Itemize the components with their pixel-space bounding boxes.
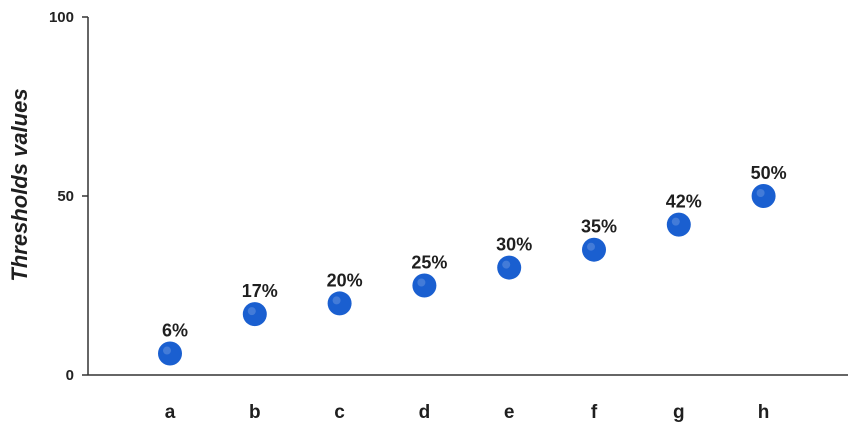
data-label: 35% — [581, 217, 617, 237]
data-point — [666, 212, 691, 237]
data-label: 6% — [162, 321, 188, 341]
data-point — [242, 302, 267, 327]
data-point — [158, 341, 182, 366]
data-label: 30% — [496, 235, 532, 255]
data-point-highlight — [671, 217, 680, 226]
axes — [87, 17, 848, 376]
data-point — [497, 255, 522, 280]
data-point-highlight — [163, 346, 171, 355]
y-tick-label: 100 — [49, 9, 74, 26]
data-point — [582, 237, 606, 262]
data-label: 20% — [327, 270, 363, 290]
y-axis-title: Thresholds values — [7, 88, 32, 281]
x-category-labels: a b c d e f g h — [165, 402, 770, 423]
x-category-label: b — [249, 402, 261, 423]
data-label: 25% — [411, 253, 447, 273]
x-category-label: h — [758, 402, 770, 423]
x-category-label: d — [419, 402, 431, 423]
data-label: 50% — [751, 163, 787, 183]
data-point-highlight — [502, 260, 511, 269]
y-ticks: 0 50 100 — [49, 9, 88, 384]
x-category-label: a — [165, 402, 176, 423]
x-category-label: c — [334, 402, 345, 423]
data-label: 17% — [242, 281, 278, 301]
data-point-highlight — [587, 242, 595, 251]
data-point — [751, 184, 776, 208]
data-points — [158, 184, 776, 366]
data-point — [412, 273, 437, 298]
x-category-label: f — [591, 402, 598, 423]
x-category-label: e — [504, 402, 515, 423]
data-label: 42% — [666, 192, 702, 212]
data-labels: 6% 17% 20% 25% 30% 35% 42% 50% — [162, 163, 787, 341]
data-point-highlight — [417, 278, 426, 287]
y-tick-label: 50 — [57, 188, 74, 205]
x-category-label: g — [673, 402, 685, 423]
data-point-highlight — [332, 296, 341, 305]
data-point — [327, 291, 352, 316]
y-tick-label: 0 — [66, 367, 74, 384]
data-point-highlight — [247, 307, 256, 316]
data-point-highlight — [756, 189, 765, 197]
